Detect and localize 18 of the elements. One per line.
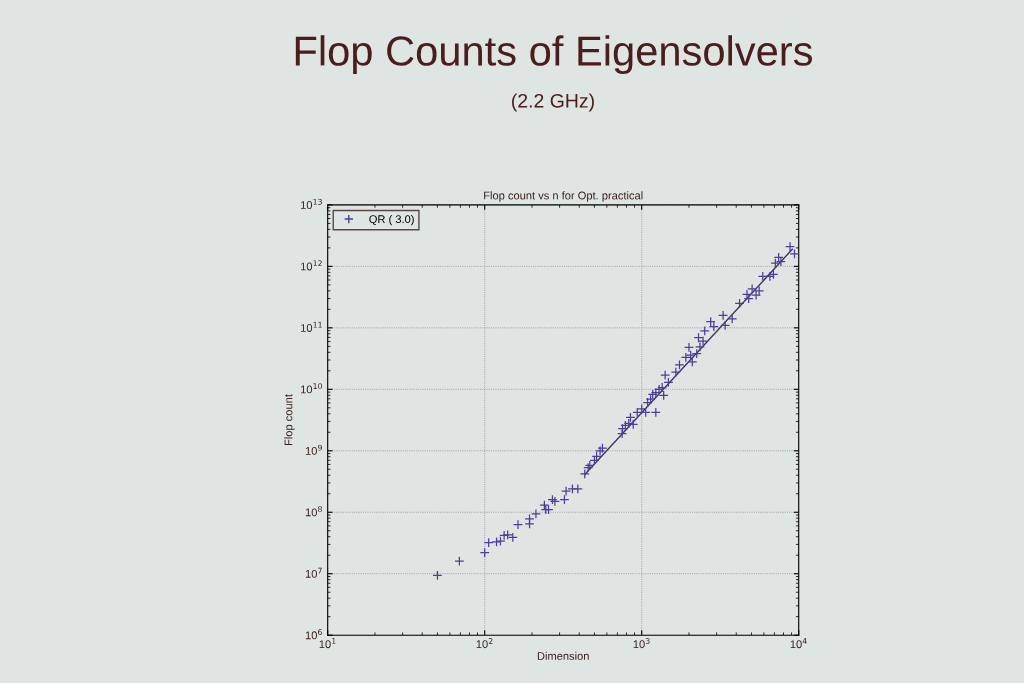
x-axis-title: Dimension [537, 651, 589, 660]
x-tick-label: 10$^{3}$ [633, 637, 650, 649]
y-tick-label: 10$^{13}$ [301, 198, 322, 209]
y-tick-label: 10$^{6}$ [305, 629, 322, 640]
y-tick-label: 10$^{12}$ [301, 260, 322, 271]
y-tick-label: 10$^{8}$ [305, 506, 322, 517]
y-axis-title: Flop count [284, 394, 295, 446]
x-tick-label: 10$^{1}$ [319, 638, 336, 649]
y-tick-label: 10$^{7}$ [305, 567, 322, 578]
x-tick-label: 10$^{2}$ [476, 637, 493, 649]
chart-subtitle: (2.2 GHz) [512, 93, 594, 112]
x-tick-label: 10$^{4}$ [790, 638, 807, 649]
y-tick-label: 10$^{11}$ [301, 321, 322, 332]
chart-title: Flop Counts of Eigensolvers [295, 35, 813, 75]
legend-label: QR ( 3.0) [369, 214, 414, 226]
y-tick-label: 10$^{10}$ [301, 383, 322, 394]
y-tick-label: 10$^{9}$ [305, 444, 322, 455]
text: Flop count vs n for Opt. practical [484, 191, 643, 202]
